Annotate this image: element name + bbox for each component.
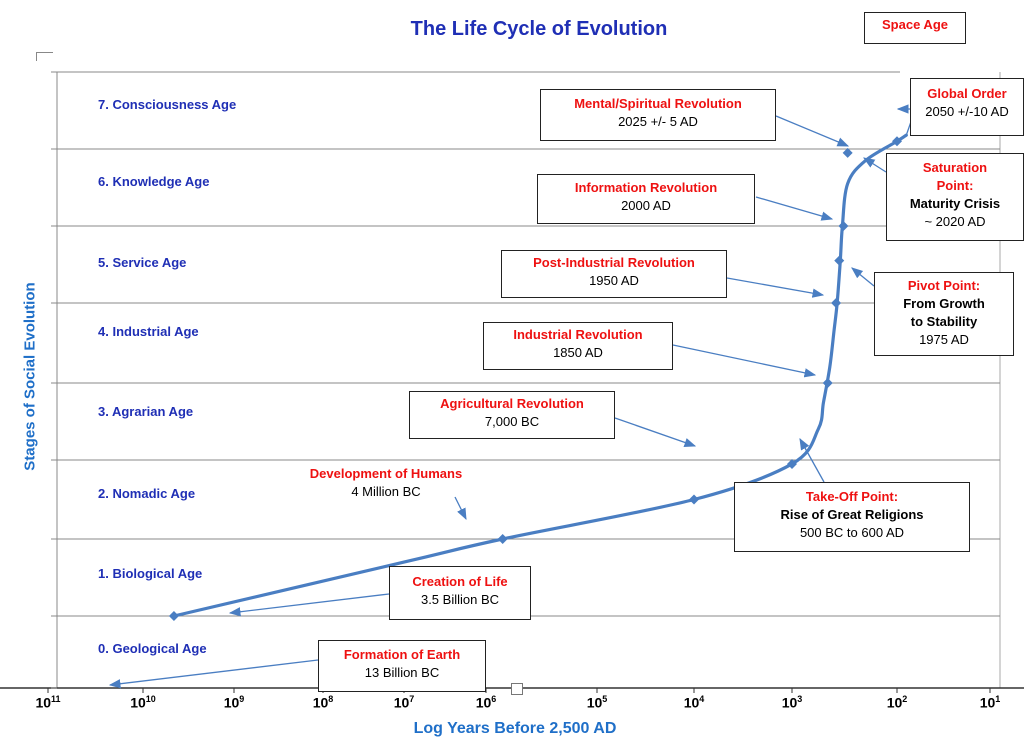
stage-label-1: 1. Biological Age [98, 566, 203, 581]
industrial-revolution-heading: Industrial Revolution [513, 327, 643, 342]
humans-arrow [454, 496, 467, 521]
stage-label-4: 4. Industrial Age [98, 324, 199, 339]
industrial-revolution-date: 1850 AD [553, 345, 603, 360]
stage-label-5: 5. Service Age [98, 255, 187, 270]
take-off-date: 500 BC to 600 AD [799, 525, 905, 540]
formation-of-earth-box: Formation of Earth 13 Billion BC [318, 640, 486, 692]
stage-label-2: 2. Nomadic Age [98, 486, 196, 501]
saturation-date: ~ 2020 AD [924, 214, 986, 229]
pivot-heading: Pivot Point: [907, 278, 981, 293]
agricultural-revolution-box: Agricultural Revolution 7,000 BC [409, 391, 615, 439]
take-off-heading: Take-Off Point: [805, 489, 899, 504]
pivot-point-box: Pivot Point: From Growth to Stability 1975 … [874, 272, 1014, 356]
industrial-revolution-box: Industrial Revolution 1850 AD [483, 322, 673, 370]
y-axis-label: Stages of Social Evolution [21, 282, 39, 471]
life-arrow [228, 593, 390, 617]
saturation-heading-2: Point: [936, 178, 974, 193]
mental-arrow [775, 115, 850, 147]
stage-label-0: 0. Geological Age [98, 641, 207, 656]
information-revolution-heading: Information Revolution [574, 180, 718, 195]
curve-marker-5 [831, 298, 842, 308]
curve-marker-0 [168, 611, 179, 621]
global-order-box: Global Order 2050 +/-10 AD [910, 78, 1024, 136]
development-of-humans-label: Development of Humans 4 Million BC [284, 464, 488, 504]
x-tick-1e9: 109 [223, 694, 245, 711]
x-tick-1e2: 102 [886, 694, 908, 711]
saturation-heading-1: Saturation [922, 160, 988, 175]
curve-marker-6 [834, 255, 845, 266]
take-off-arrow [799, 437, 825, 483]
post-industrial-arrow [726, 277, 825, 298]
curve-marker-2 [689, 494, 699, 505]
corner-mark [36, 52, 53, 61]
x-tick-1e11: 1011 [35, 694, 61, 711]
stage-label-3: 3. Agrarian Age [98, 404, 194, 419]
global-order-heading: Global Order [927, 86, 1007, 101]
humans-date: 4 Million BC [351, 484, 421, 499]
curve-marker-7 [838, 221, 849, 231]
agricultural-revolution-heading: Agricultural Revolution [440, 396, 584, 411]
x-tick-1e10: 1010 [130, 694, 156, 711]
x-tick-1e4: 104 [683, 694, 705, 711]
global-order-date: 2050 +/-10 AD [925, 104, 1009, 119]
industrial-arrow [672, 344, 817, 378]
x-axis-label: Log Years Before 2,500 AD [413, 720, 617, 737]
curve-marker-4 [822, 378, 833, 388]
post-industrial-revolution-box: Post-Industrial Revolution 1950 AD [501, 250, 727, 298]
creation-of-life-date: 3.5 Billion BC [420, 592, 500, 607]
earth-arrow [108, 659, 319, 689]
take-off-body: Rise of Great Religions [780, 507, 924, 522]
pivot-body-2: to Stability [910, 314, 978, 329]
saturation-body: Maturity Crisis [909, 196, 1001, 211]
curve-marker-9 [892, 136, 902, 147]
agricultural-revolution-date: 7,000 BC [484, 414, 540, 429]
creation-of-life-box: Creation of Life 3.5 Billion BC [389, 566, 531, 620]
curve-marker-1 [497, 534, 508, 544]
post-industrial-date: 1950 AD [589, 273, 639, 288]
x-tick-1e7: 107 [393, 694, 415, 711]
pivot-date: 1975 AD [919, 332, 969, 347]
x-tick-1e3: 103 [781, 694, 803, 711]
take-off-point-box: Take-Off Point: Rise of Great Religions 50… [734, 482, 970, 552]
post-industrial-heading: Post-Industrial Revolution [533, 255, 695, 270]
creation-of-life-heading: Creation of Life [412, 574, 508, 589]
x-tick-1e8: 108 [312, 694, 334, 711]
humans-heading: Development of Humans [309, 466, 463, 481]
mental-revolution-heading: Mental/Spiritual Revolution [574, 96, 742, 111]
mental-revolution-date: 2025 +/- 5 AD [618, 114, 698, 129]
saturation-point-box: Saturation Point: Maturity Crisis ~ 2020 AD [886, 153, 1024, 241]
resize-handle[interactable] [511, 683, 523, 695]
agricultural-arrow [614, 417, 697, 447]
space-age-label: Space Age [882, 17, 948, 32]
information-arrow [755, 196, 834, 221]
information-revolution-date: 2000 AD [621, 198, 671, 213]
saturation-arrow [863, 157, 887, 173]
stage-label-7: 7. Consciousness Age [98, 97, 237, 112]
x-tick-1e5: 105 [586, 694, 608, 711]
x-tick-1e6: 106 [475, 694, 497, 711]
pivot-arrow [851, 267, 875, 287]
curve-marker-3 [787, 458, 797, 469]
formation-of-earth-date: 13 Billion BC [364, 665, 440, 680]
x-tick-1e1: 101 [979, 694, 1001, 711]
formation-of-earth-heading: Formation of Earth [343, 647, 461, 662]
information-revolution-box: Information Revolution 2000 AD [537, 174, 755, 224]
curve-marker-8 [842, 147, 853, 158]
chart-title: The Life Cycle of Evolution [410, 18, 668, 40]
stage-label-6: 6. Knowledge Age [98, 174, 210, 189]
mental-revolution-box: Mental/Spiritual Revolution 2025 +/- 5 AD [540, 89, 776, 141]
pivot-body-1: From Growth [903, 296, 985, 311]
space-age-box: Space Age [864, 12, 966, 44]
